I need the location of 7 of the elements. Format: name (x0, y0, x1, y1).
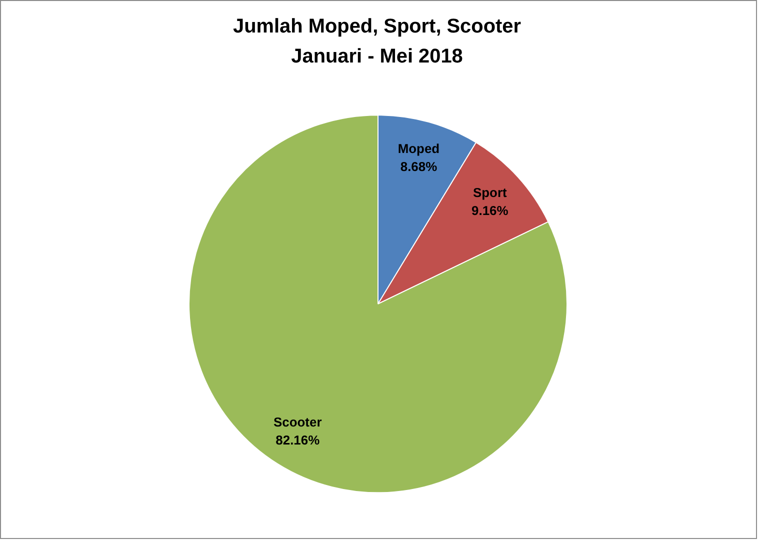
chart-title: Jumlah Moped, Sport, Scooter Januari - Mei 2018 (233, 15, 522, 68)
data-label: 8.68% (400, 158, 438, 174)
data-label: 82.16% (276, 432, 320, 448)
slice-label: Scooter (274, 414, 322, 430)
data-label: 9.16% (472, 202, 509, 218)
slice-label: Sport (472, 184, 508, 200)
slice-label: Moped (398, 141, 440, 156)
